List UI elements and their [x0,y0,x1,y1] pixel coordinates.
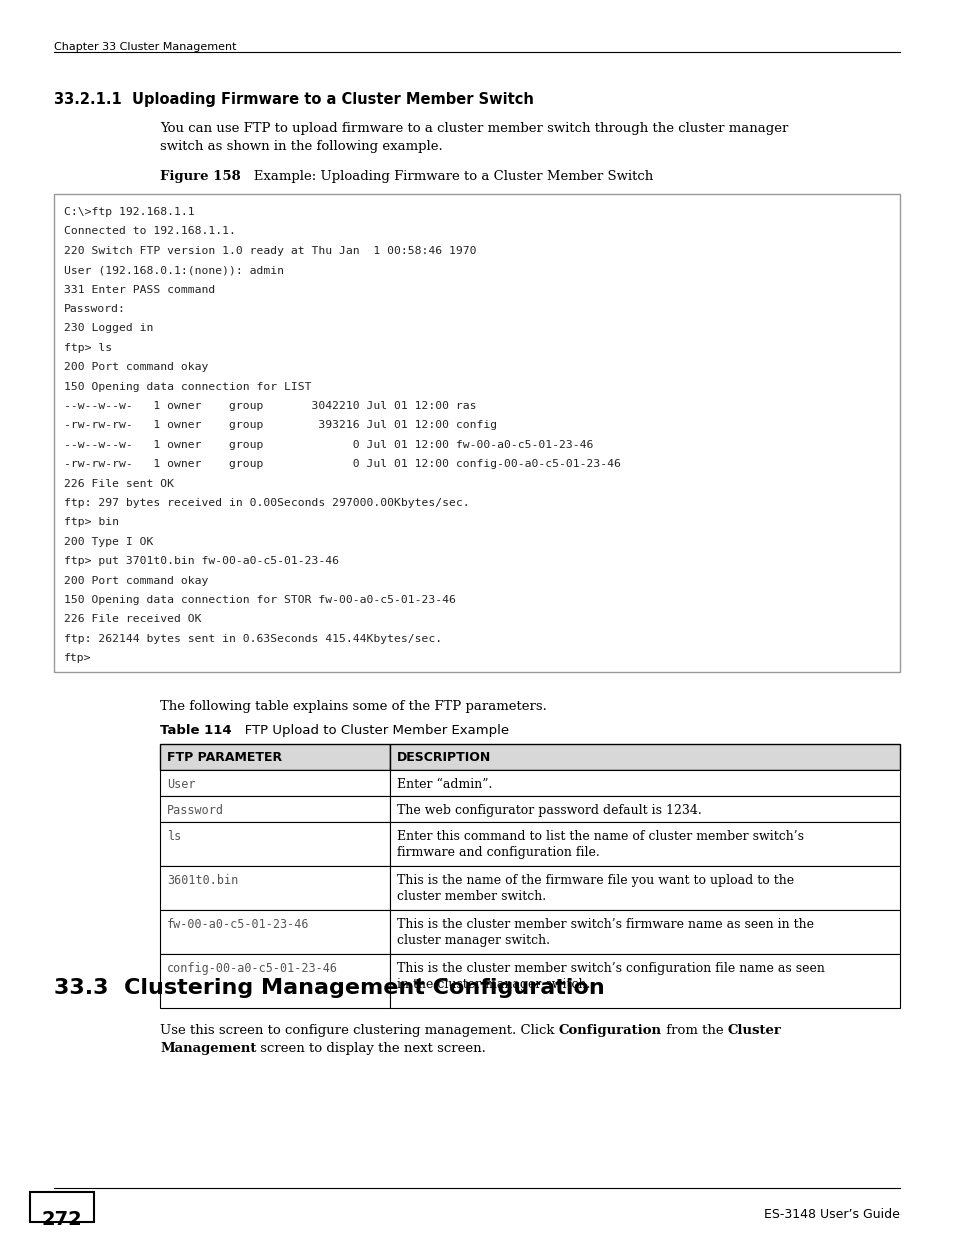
Text: 200 Type I OK: 200 Type I OK [64,537,153,547]
Text: Password:: Password: [64,304,126,314]
Text: Chapter 33 Cluster Management: Chapter 33 Cluster Management [54,42,236,52]
Text: Enter this command to list the name of cluster member switch’s: Enter this command to list the name of c… [396,830,803,844]
Text: firmware and configuration file.: firmware and configuration file. [396,846,599,860]
FancyBboxPatch shape [160,866,390,910]
Text: ftp: 297 bytes received in 0.00Seconds 297000.00Kbytes/sec.: ftp: 297 bytes received in 0.00Seconds 2… [64,498,469,508]
Text: Password: Password [167,804,224,818]
FancyBboxPatch shape [160,910,390,953]
Text: -rw-rw-rw-   1 owner    group             0 Jul 01 12:00 config-00-a0-c5-01-23-4: -rw-rw-rw- 1 owner group 0 Jul 01 12:00 … [64,459,620,469]
Text: 33.3  Clustering Management Configuration: 33.3 Clustering Management Configuration [54,978,604,998]
Text: Cluster: Cluster [727,1024,781,1037]
Text: 150 Opening data connection for LIST: 150 Opening data connection for LIST [64,382,312,391]
Text: Configuration: Configuration [558,1024,661,1037]
FancyBboxPatch shape [160,743,390,769]
Text: This is the cluster member switch’s configuration file name as seen: This is the cluster member switch’s conf… [396,962,824,974]
FancyBboxPatch shape [390,743,899,769]
Text: Figure 158: Figure 158 [160,170,240,183]
FancyBboxPatch shape [160,823,390,866]
Text: 3601t0.bin: 3601t0.bin [167,874,238,887]
Text: Use this screen to configure clustering management. Click: Use this screen to configure clustering … [160,1024,558,1037]
Text: FTP Upload to Cluster Member Example: FTP Upload to Cluster Member Example [232,724,508,737]
Text: You can use FTP to upload firmware to a cluster member switch through the cluste: You can use FTP to upload firmware to a … [160,122,787,135]
FancyBboxPatch shape [390,823,899,866]
Text: 200 Port command okay: 200 Port command okay [64,362,208,372]
FancyBboxPatch shape [30,1192,94,1221]
Text: 272: 272 [42,1210,82,1229]
FancyBboxPatch shape [160,797,390,823]
Text: This is the name of the firmware file you want to upload to the: This is the name of the firmware file yo… [396,874,793,887]
Text: screen to display the next screen.: screen to display the next screen. [256,1042,486,1055]
Text: 226 File sent OK: 226 File sent OK [64,479,173,489]
Text: config-00-a0-c5-01-23-46: config-00-a0-c5-01-23-46 [167,962,337,974]
Text: ftp> ls: ftp> ls [64,343,112,353]
FancyBboxPatch shape [390,866,899,910]
Text: cluster manager switch.: cluster manager switch. [396,934,550,947]
Text: ftp: 262144 bytes sent in 0.63Seconds 415.44Kbytes/sec.: ftp: 262144 bytes sent in 0.63Seconds 41… [64,634,441,643]
Text: Management: Management [160,1042,256,1055]
Text: Table 114: Table 114 [160,724,232,737]
Text: in the cluster manager switch.: in the cluster manager switch. [396,978,590,990]
Text: ls: ls [167,830,181,844]
Text: 230 Logged in: 230 Logged in [64,324,153,333]
Text: from the: from the [661,1024,727,1037]
Text: 226 File received OK: 226 File received OK [64,614,201,625]
Text: Example: Uploading Firmware to a Cluster Member Switch: Example: Uploading Firmware to a Cluster… [240,170,652,183]
Text: --w--w--w-   1 owner    group       3042210 Jul 01 12:00 ras: --w--w--w- 1 owner group 3042210 Jul 01 … [64,401,476,411]
Text: This is the cluster member switch’s firmware name as seen in the: This is the cluster member switch’s firm… [396,918,813,931]
FancyBboxPatch shape [54,194,899,672]
Text: 150 Opening data connection for STOR fw-00-a0-c5-01-23-46: 150 Opening data connection for STOR fw-… [64,595,456,605]
FancyBboxPatch shape [390,769,899,797]
FancyBboxPatch shape [390,910,899,953]
Text: 200 Port command okay: 200 Port command okay [64,576,208,585]
FancyBboxPatch shape [160,953,390,1008]
Text: --w--w--w-   1 owner    group             0 Jul 01 12:00 fw-00-a0-c5-01-23-46: --w--w--w- 1 owner group 0 Jul 01 12:00 … [64,440,593,450]
Text: Connected to 192.168.1.1.: Connected to 192.168.1.1. [64,226,235,236]
Text: ftp> put 3701t0.bin fw-00-a0-c5-01-23-46: ftp> put 3701t0.bin fw-00-a0-c5-01-23-46 [64,556,338,566]
Text: User (192.168.0.1:(none)): admin: User (192.168.0.1:(none)): admin [64,266,284,275]
Text: ftp> bin: ftp> bin [64,517,119,527]
Text: cluster member switch.: cluster member switch. [396,890,545,903]
Text: 331 Enter PASS command: 331 Enter PASS command [64,284,215,295]
Text: switch as shown in the following example.: switch as shown in the following example… [160,140,442,153]
Text: The web configurator password default is 1234.: The web configurator password default is… [396,804,701,818]
Text: -rw-rw-rw-   1 owner    group        393216 Jul 01 12:00 config: -rw-rw-rw- 1 owner group 393216 Jul 01 1… [64,420,497,431]
Text: DESCRIPTION: DESCRIPTION [396,751,491,764]
Text: User: User [167,778,195,790]
FancyBboxPatch shape [390,953,899,1008]
FancyBboxPatch shape [160,769,390,797]
FancyBboxPatch shape [390,797,899,823]
Text: C:\>ftp 192.168.1.1: C:\>ftp 192.168.1.1 [64,207,194,217]
Text: Enter “admin”.: Enter “admin”. [396,778,492,790]
Text: ES-3148 User’s Guide: ES-3148 User’s Guide [763,1208,899,1221]
Text: ftp>: ftp> [64,653,91,663]
Text: 33.2.1.1  Uploading Firmware to a Cluster Member Switch: 33.2.1.1 Uploading Firmware to a Cluster… [54,91,534,107]
Text: FTP PARAMETER: FTP PARAMETER [167,751,282,764]
Text: The following table explains some of the FTP parameters.: The following table explains some of the… [160,700,546,713]
Text: 220 Switch FTP version 1.0 ready at Thu Jan  1 00:58:46 1970: 220 Switch FTP version 1.0 ready at Thu … [64,246,476,256]
Text: fw-00-a0-c5-01-23-46: fw-00-a0-c5-01-23-46 [167,918,309,931]
